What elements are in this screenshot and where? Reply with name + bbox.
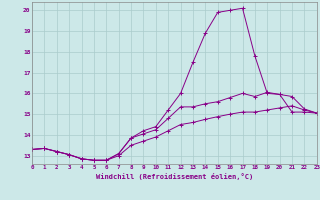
X-axis label: Windchill (Refroidissement éolien,°C): Windchill (Refroidissement éolien,°C): [96, 173, 253, 180]
